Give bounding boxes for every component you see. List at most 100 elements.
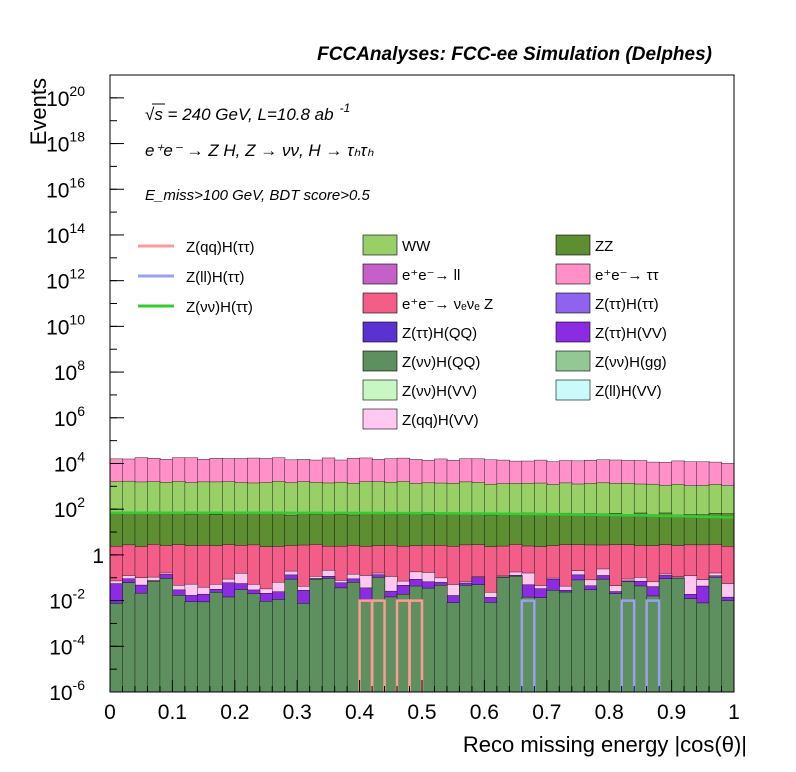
x-tick-label: 0.1 — [158, 701, 187, 724]
signal-spike — [408, 599, 424, 692]
stack-bar — [197, 601, 211, 692]
y-tick-label: 1016 — [46, 174, 85, 202]
signal-histograms — [110, 511, 734, 692]
y-tick-label: 1014 — [46, 220, 85, 248]
y-tick-label: 1018 — [46, 129, 85, 157]
x-tick-label: 0.9 — [657, 701, 686, 724]
legend-swatch — [362, 234, 398, 256]
stack-bar — [621, 581, 635, 692]
stack-bar — [159, 578, 173, 692]
stack-bar — [359, 599, 373, 692]
stack-bar — [609, 593, 623, 692]
legend-label: Z(ll)H(ττ) — [186, 269, 245, 286]
stack-bar — [284, 578, 298, 692]
stack-layer-0 — [110, 575, 734, 692]
stack-bar — [671, 577, 685, 692]
stack-bar — [409, 585, 423, 692]
stack-bar — [172, 595, 186, 692]
stack-bar — [371, 577, 386, 692]
x-tick-label: 0.3 — [283, 701, 312, 724]
stack-bar — [708, 577, 723, 692]
stack-bar — [633, 585, 648, 692]
legend-swatch — [555, 379, 591, 401]
x-tick-label: 0.8 — [595, 701, 624, 724]
axis-ticks: 0 0.1 0.2 0.3 0.4 0.5 0.6 0.7 0.8 0.9 1 1020 1018 101… — [46, 74, 740, 724]
legend-label: Z(ll)H(VV) — [595, 383, 662, 400]
legend-swatch — [362, 408, 398, 430]
y-axis-title: Events — [26, 78, 51, 145]
stack-bar — [696, 602, 710, 692]
x-tick-label: 0.7 — [532, 701, 561, 724]
stack-bar — [571, 579, 585, 692]
stack-bar — [272, 599, 286, 692]
stack-bar — [321, 578, 336, 692]
x-tick-label: 0.5 — [407, 701, 436, 724]
legend-label: Z(qq)H(ττ) — [186, 239, 255, 256]
stack-bar — [521, 596, 535, 692]
legend-label: Z(νν)H(ττ) — [186, 299, 253, 316]
annotations: √s = 240 GeV, L=10.8 ab -1 e⁺e⁻ → Z H, Z … — [145, 101, 374, 204]
stack-bar — [147, 581, 161, 692]
stack-bar — [446, 602, 460, 692]
x-tick-label: 0.2 — [220, 701, 249, 724]
stack-bar — [658, 578, 673, 692]
x-tick-label: 0 — [104, 701, 116, 724]
legend-swatch — [555, 292, 591, 314]
y-tick-label: 1 — [92, 545, 104, 568]
stack-bar — [509, 575, 523, 692]
y-tick-label: 102 — [54, 494, 85, 522]
stack-bar — [459, 585, 473, 692]
stack-bar — [596, 578, 610, 692]
stack-bar — [384, 596, 398, 692]
legend-signals: Z(qq)H(ττ) Z(ll)H(ττ) Z(νν)H(ττ) — [138, 239, 255, 316]
signal-spike — [645, 599, 661, 692]
y-tick-label: 1012 — [46, 266, 85, 294]
x-tick-label: 0.4 — [345, 701, 375, 724]
stack-bar — [646, 595, 660, 692]
legend-swatch — [555, 321, 591, 343]
stack-bar — [534, 597, 548, 692]
signal-spike — [520, 599, 536, 692]
y-tick-label: 104 — [54, 448, 85, 476]
stack-bar — [559, 591, 573, 692]
stack-bar — [309, 579, 323, 692]
legend-label: WW — [402, 238, 431, 255]
legend-label: Z(qq)H(VV) — [402, 412, 479, 429]
legend-label: Z(νν)H(gg) — [595, 354, 667, 371]
legend-label: e⁺e⁻→ ll — [402, 267, 460, 284]
y-tick-label: 10-6 — [49, 677, 85, 705]
legend-swatch — [362, 263, 398, 285]
legend-label: Z(ττ)H(QQ) — [402, 325, 477, 342]
stack-bar — [721, 600, 734, 692]
y-tick-label: 1010 — [46, 311, 85, 339]
legend-label: e⁺e⁻→ νₑνₑ Z — [402, 296, 493, 313]
stack-bar — [184, 601, 198, 692]
stack-bar — [396, 594, 411, 692]
stack-bar — [259, 601, 273, 692]
signal-line-nunu — [110, 511, 734, 519]
y-tick-label: 108 — [54, 357, 85, 385]
y-tick-label: 1020 — [46, 83, 85, 111]
stack-bar — [247, 593, 261, 692]
stack-bar — [334, 587, 348, 692]
signal-spike — [620, 599, 636, 692]
stack-bar — [110, 603, 123, 692]
stack-bar — [346, 582, 361, 692]
stack-bar — [209, 592, 223, 692]
legend-swatch — [362, 379, 398, 401]
annotation-cuts: E_miss>100 GeV, BDT score>0.5 — [145, 187, 370, 204]
x-tick-label: 0.6 — [470, 701, 499, 724]
stack-bar — [222, 596, 236, 692]
x-axis-title: Reco missing energy |cos(θ)| — [463, 732, 747, 757]
legend-swatch — [362, 350, 398, 372]
stack-bar — [134, 592, 148, 692]
y-tick-label: 106 — [54, 403, 85, 431]
header-title: FCCAnalyses: FCC-ee Simulation (Delphes) — [317, 44, 712, 65]
stack-bar — [434, 585, 448, 692]
legend-label: e⁺e⁻→ ττ — [595, 267, 659, 284]
legend-label: Z(ττ)H(VV) — [595, 325, 667, 342]
stack-bar — [496, 577, 510, 692]
legend-backgrounds: WW ZZ e⁺e⁻→ ll e⁺e⁻→ ττ e⁺e⁻→ νₑνₑ Z Z(ττ)H(τ… — [362, 234, 667, 430]
legend-label: Z(νν)H(QQ) — [402, 354, 480, 371]
